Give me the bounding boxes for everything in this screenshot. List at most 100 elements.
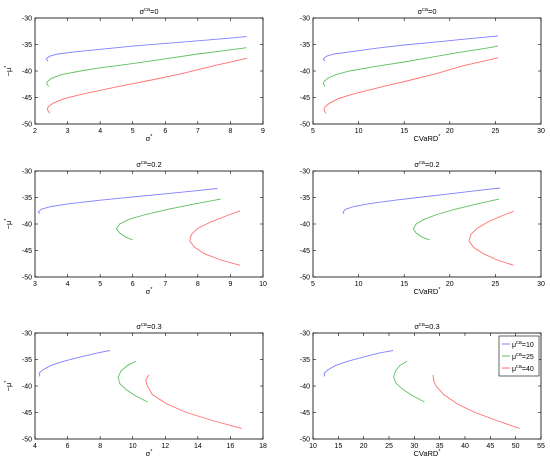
axes-frame <box>34 170 264 278</box>
subplot-title-rest: =0.2 <box>425 160 440 169</box>
x-tick-label: 14 <box>194 443 202 450</box>
x-tick-label: 5 <box>98 281 102 288</box>
x-tick-label: 4 <box>66 281 70 288</box>
x-axis-label-base: CVaRD <box>413 287 438 296</box>
y-axis-label-sup: * <box>4 65 10 68</box>
subplot-title-base: σ <box>136 160 141 169</box>
y-tick-label: -50 <box>300 122 310 129</box>
y-tick-label: -50 <box>22 275 32 282</box>
x-tick-label: 16 <box>227 443 235 450</box>
x-tick-label: 4 <box>98 128 102 135</box>
series-line-1 <box>323 350 394 377</box>
x-axis-label-sup: * <box>438 134 441 140</box>
x-axis-label: CVaRD* <box>413 449 441 458</box>
series-line-2 <box>393 360 425 403</box>
x-axis-label-sup: * <box>150 449 153 455</box>
y-tick-label: -45 <box>22 410 32 417</box>
y-tick-label: -35 <box>22 195 32 202</box>
x-tick-label: 40 <box>461 443 469 450</box>
x-tick-label: 10 <box>355 128 363 135</box>
subplot-title: σca=0 <box>417 7 436 16</box>
y-axis-label: −μ* <box>4 65 13 77</box>
x-tick-label: 8 <box>228 128 232 135</box>
series-line-2 <box>323 45 499 87</box>
subplot-title-rest: =0.2 <box>147 160 162 169</box>
x-tick-label: 20 <box>446 128 454 135</box>
legend-entry-2-rest: =25 <box>522 354 534 361</box>
y-axis-label: −μ* <box>4 380 13 392</box>
x-axis-label: CVaRD* <box>413 134 441 143</box>
axes-frame <box>34 332 264 440</box>
y-tick-label: -50 <box>22 122 32 129</box>
series-line-3 <box>432 374 520 429</box>
subplot-title-sup: ca <box>144 7 151 13</box>
y-axis-label-sup: * <box>4 218 10 221</box>
x-axis-label-base: CVaRD <box>413 449 438 458</box>
subplot-title-base: σ <box>414 322 419 331</box>
legend-entry-3-base: μ <box>512 366 516 373</box>
x-tick-label: 50 <box>512 443 520 450</box>
axes-frame <box>34 17 264 125</box>
y-tick-label: -50 <box>300 275 310 282</box>
subplot-title-rest: =0 <box>150 7 159 16</box>
y-tick-label: -30 <box>300 16 310 23</box>
series-line-3 <box>46 57 247 114</box>
x-tick-label: 18 <box>259 443 267 450</box>
subplot-title-base: σ <box>136 322 141 331</box>
y-tick-label: -40 <box>22 222 32 229</box>
x-axis-label-sup: * <box>150 287 153 293</box>
series-line-3 <box>468 210 514 266</box>
subplot-4: 5 10 15 20 25 30 -30 -35 -40 -45 -50 σca=0.2 CVaRD* <box>300 160 545 296</box>
y-tick-label: -45 <box>300 248 310 255</box>
subplot-2: 5 10 15 20 25 30 -30 -35 -40 -45 -50 σca=0 CVaRD* <box>300 7 545 143</box>
x-tick-label: 2 <box>33 128 37 135</box>
subplot-title-sup: ca <box>141 322 148 328</box>
y-tick-label: -30 <box>22 169 32 176</box>
subplot-title-rest: =0.3 <box>147 322 162 331</box>
legend-entry-3-sup: ca <box>516 364 523 370</box>
x-axis-label: CVaRD* <box>413 287 441 296</box>
y-tick-label: -45 <box>22 95 32 102</box>
y-tick-label: -40 <box>300 69 310 76</box>
series-line-3 <box>323 57 499 114</box>
x-tick-label: 30 <box>537 128 545 135</box>
x-tick-label: 30 <box>410 443 418 450</box>
y-tick-label: -30 <box>22 16 32 23</box>
x-axis-label: σ* <box>146 449 154 458</box>
subplot-title-sup: ca <box>419 322 426 328</box>
x-tick-label: 55 <box>537 443 545 450</box>
y-tick-label: -30 <box>22 331 32 338</box>
y-axis-label-base: −μ <box>4 221 13 230</box>
x-tick-label: 20 <box>446 281 454 288</box>
x-tick-label: 6 <box>131 281 135 288</box>
legend-entry-1-sup: ca <box>516 340 523 346</box>
y-tick-label: -40 <box>300 384 310 391</box>
subplot-title-rest: =0 <box>428 7 437 16</box>
legend-entry-2-sup: ca <box>516 352 523 358</box>
x-tick-label: 5 <box>311 281 315 288</box>
series-line-2 <box>117 360 148 403</box>
subplot-title: σca=0.2 <box>136 160 161 169</box>
x-tick-label: 9 <box>228 281 232 288</box>
y-tick-label: -45 <box>300 95 310 102</box>
subplot-title-base: σ <box>139 7 144 16</box>
x-axis-label: σ* <box>146 134 154 143</box>
subplot-6: 10 15 20 25 30 35 40 45 50 55-30-35-40-45-50σca=0… <box>300 322 545 458</box>
subplot-title: σca=0.3 <box>136 322 161 331</box>
y-tick-label: -40 <box>300 222 310 229</box>
series-line-3 <box>189 210 241 266</box>
y-tick-label: -35 <box>300 357 310 364</box>
y-tick-label: -35 <box>300 195 310 202</box>
legend-entry-3-rest: =40 <box>522 366 534 373</box>
x-tick-label: 15 <box>400 281 408 288</box>
axes-frame <box>312 170 542 278</box>
x-tick-label: 12 <box>161 443 169 450</box>
x-tick-label: 5 <box>311 128 315 135</box>
y-tick-label: -35 <box>22 357 32 364</box>
subplot-title-rest: =0.3 <box>425 322 440 331</box>
x-axis-label: σ* <box>146 287 154 296</box>
